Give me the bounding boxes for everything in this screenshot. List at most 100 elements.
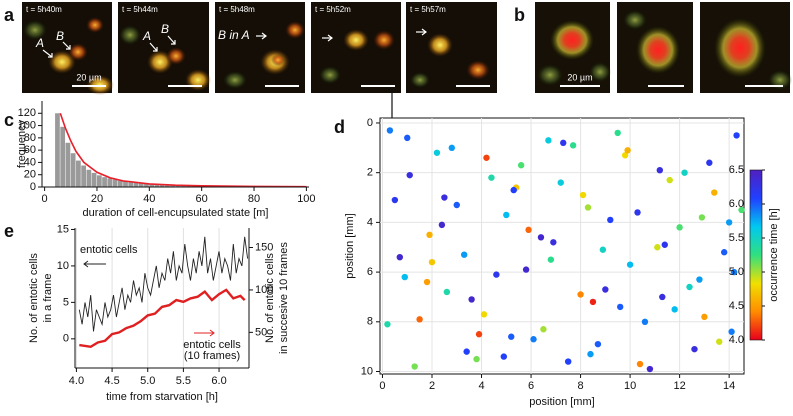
point <box>540 326 547 333</box>
point <box>621 152 629 159</box>
y-tick-label: 2 <box>367 167 373 179</box>
x-axis-label: position [mm] <box>529 396 594 408</box>
y-axis-label: in a frame <box>42 274 54 323</box>
y2-axis-label: No. of entotic cells <box>264 253 276 343</box>
point <box>646 365 654 373</box>
point <box>503 211 510 219</box>
bar <box>175 185 181 187</box>
point <box>537 234 545 241</box>
colorbar-label: occurrence time [h] <box>768 208 780 302</box>
panel-label: d <box>334 117 345 137</box>
point <box>453 201 460 209</box>
point <box>738 206 745 214</box>
point <box>599 246 607 253</box>
x-tick-label: 10 <box>624 380 636 392</box>
bar <box>128 182 134 187</box>
x-tick-label: 6.0 <box>211 375 226 387</box>
point <box>698 214 706 221</box>
colorbar-tick-label: 6.0 <box>729 198 744 210</box>
x-tick-label: 6 <box>528 380 534 392</box>
point <box>423 278 431 286</box>
point <box>636 360 644 368</box>
point <box>500 353 508 360</box>
point <box>547 256 555 263</box>
annotation-arrow-head <box>83 260 89 268</box>
y-tick-label: 8 <box>367 316 373 328</box>
point <box>473 355 480 363</box>
point <box>589 298 597 306</box>
point <box>728 328 735 335</box>
bar <box>138 183 144 187</box>
point <box>438 221 446 229</box>
bar <box>159 184 165 187</box>
point <box>569 142 577 149</box>
y2-tick-label: 100 <box>255 284 273 296</box>
x-tick-label: 0 <box>42 193 48 205</box>
series-line <box>79 288 246 349</box>
point <box>730 268 738 276</box>
point <box>460 251 468 258</box>
bar <box>102 177 107 187</box>
y-tick-label: 100 <box>18 119 36 131</box>
point <box>691 345 698 353</box>
y2-tick-label: 150 <box>255 241 273 253</box>
point <box>448 144 456 152</box>
point <box>468 296 475 303</box>
point <box>659 293 666 301</box>
y-tick-label: 0 <box>63 333 69 345</box>
micrograph-b3 <box>700 2 792 93</box>
panel-label: a <box>4 5 15 25</box>
point <box>525 226 532 234</box>
point <box>577 291 584 298</box>
bar <box>86 169 92 187</box>
point <box>733 132 740 139</box>
point <box>711 189 718 196</box>
annotation: (10 frames) <box>184 350 240 362</box>
point <box>463 348 470 355</box>
y-tick-label: 10 <box>361 365 373 377</box>
timestamp: t = 5h44m <box>122 5 158 14</box>
point <box>602 286 609 293</box>
x-tick-label: 2 <box>429 380 435 392</box>
x-tick-label: 40 <box>143 193 155 205</box>
y-axis-label: position [mm] <box>344 213 356 278</box>
bar <box>60 126 66 187</box>
bar <box>165 184 170 187</box>
y-axis-label: No. of entotic cells <box>28 253 40 343</box>
point <box>594 340 602 348</box>
cell-label: A <box>35 36 44 50</box>
x-tick-label: 8 <box>578 380 584 392</box>
bar <box>123 181 128 187</box>
x-tick-label: 80 <box>248 193 260 205</box>
bar <box>81 165 86 187</box>
x-axis-label: duration of cell-encupsulated state [m] <box>83 207 269 219</box>
point <box>550 239 557 246</box>
y2-tick-label: 50 <box>255 326 267 338</box>
point <box>686 283 693 291</box>
point <box>564 358 572 365</box>
annotation-arrow-head <box>209 329 215 337</box>
micrograph-b1 <box>535 2 611 93</box>
point <box>725 219 733 226</box>
point <box>384 321 391 328</box>
timestamp: t = 5h40m <box>26 5 62 14</box>
cell-label: B <box>161 22 169 36</box>
point <box>656 166 664 174</box>
x-tick-label: 14 <box>723 380 735 392</box>
x-tick-label: 100 <box>297 193 315 205</box>
point <box>406 171 413 179</box>
point <box>661 241 668 248</box>
y-tick-label: 15 <box>57 223 69 235</box>
point <box>616 303 624 311</box>
panel-label: e <box>4 221 14 241</box>
point <box>416 316 423 323</box>
colorbar-tick-label: 4.5 <box>729 300 744 312</box>
panel-label: b <box>514 5 525 25</box>
bar <box>70 153 76 187</box>
x-tick-label: 20 <box>91 193 103 205</box>
point <box>626 261 634 268</box>
micrograph-a3 <box>215 2 305 93</box>
point <box>443 288 451 296</box>
point <box>696 276 703 283</box>
